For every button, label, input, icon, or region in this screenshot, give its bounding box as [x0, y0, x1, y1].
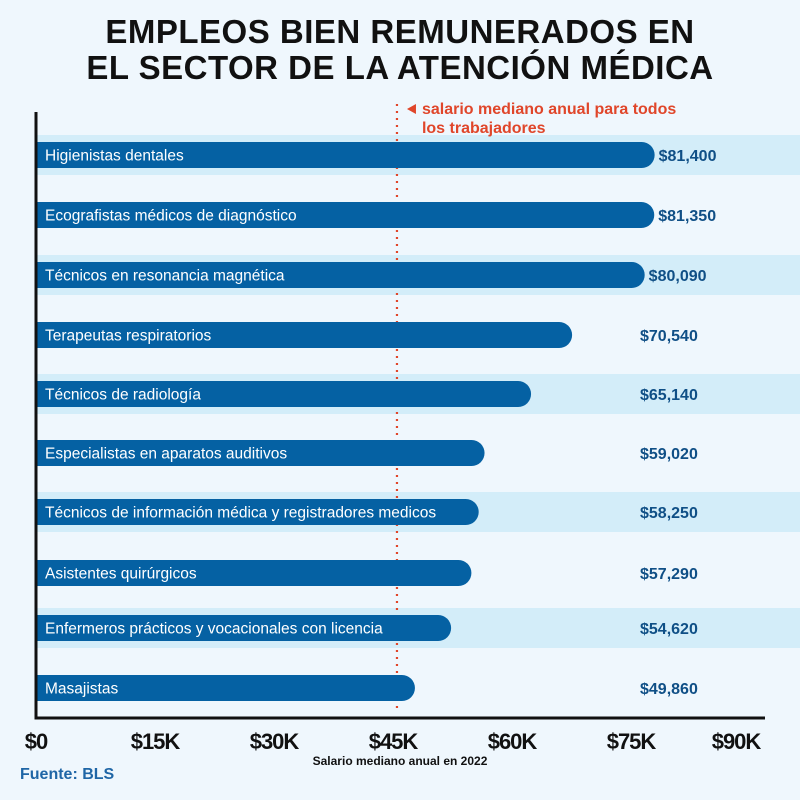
reference-label: salario mediano anual para todos	[422, 101, 676, 118]
bar-category-label: Terapeutas respiratorios	[45, 328, 212, 345]
bar	[36, 322, 573, 348]
bar-value-label: $80,090	[649, 268, 707, 285]
x-tick-label: $0	[25, 729, 48, 754]
title-line: EL SECTOR DE LA ATENCIÓN MÉDICA	[86, 49, 714, 86]
bar-value-label: $57,290	[640, 566, 698, 583]
bar-value-label: $70,540	[640, 328, 698, 345]
triangle-left-icon	[406, 104, 416, 114]
bar	[36, 615, 452, 641]
bar-value-label: $65,140	[640, 387, 698, 404]
bar	[36, 262, 645, 288]
x-tick-label: $60K	[488, 729, 538, 754]
bar-category-label: Asistentes quirúrgicos	[45, 566, 197, 583]
bar	[36, 560, 472, 586]
bar	[36, 381, 532, 407]
bar	[36, 202, 655, 228]
x-tick-label: $15K	[131, 729, 181, 754]
bar-value-label: $81,400	[659, 148, 717, 165]
bar-value-label: $81,350	[658, 208, 716, 225]
x-axis-label: Salario mediano anual en 2022	[313, 754, 488, 768]
x-tick-label: $45K	[369, 729, 419, 754]
bar-value-label: $59,020	[640, 446, 698, 463]
x-tick-label: $90K	[712, 729, 762, 754]
x-tick-label: $75K	[607, 729, 657, 754]
chart-title: EMPLEOS BIEN REMUNERADOS EN EL SECTOR DE…	[0, 14, 800, 86]
bar	[36, 142, 655, 168]
bar-value-label: $49,860	[640, 681, 698, 698]
bar-category-label: Higienistas dentales	[45, 148, 184, 165]
bar	[36, 440, 485, 466]
bar-category-label: Técnicos de radiología	[45, 387, 201, 404]
bar-category-label: Masajistas	[45, 681, 118, 698]
title-line: EMPLEOS BIEN REMUNERADOS EN	[105, 13, 695, 50]
bar-category-label: Especialistas en aparatos auditivos	[45, 446, 287, 463]
bar	[36, 499, 479, 525]
bar	[36, 675, 415, 702]
bar-category-label: Técnicos en resonancia magnética	[45, 268, 285, 285]
source-note: Fuente: BLS	[20, 766, 115, 783]
bar-value-label: $58,250	[640, 505, 698, 522]
reference-label: los trabajadores	[422, 120, 546, 137]
bar-value-label: $54,620	[640, 621, 698, 638]
bar-category-label: Ecografistas médicos de diagnóstico	[45, 208, 297, 225]
x-tick-label: $30K	[250, 729, 300, 754]
bar-category-label: Enfermeros prácticos y vocacionales con …	[45, 621, 383, 638]
bar-category-label: Técnicos de información médica y registr…	[45, 505, 436, 522]
